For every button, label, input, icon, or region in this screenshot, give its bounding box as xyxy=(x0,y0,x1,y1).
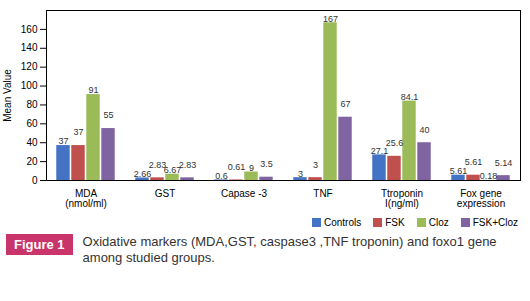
svg-text:20: 20 xyxy=(26,156,38,167)
svg-text:167: 167 xyxy=(323,14,338,24)
svg-text:GST: GST xyxy=(155,188,176,199)
svg-text:3: 3 xyxy=(298,169,303,179)
svg-text:40: 40 xyxy=(26,137,38,148)
svg-text:55: 55 xyxy=(104,110,114,120)
svg-text:Capase -3: Capase -3 xyxy=(221,188,268,199)
html-text:Controls: Controls xyxy=(324,216,362,228)
svg-text:40: 40 xyxy=(420,125,430,135)
svg-text:0: 0 xyxy=(32,175,38,186)
svg-text:2.83: 2.83 xyxy=(179,160,197,170)
svg-text:160: 160 xyxy=(21,24,38,35)
html-text:FSK+Cloz: FSK+Cloz xyxy=(472,216,518,228)
svg-text:37: 37 xyxy=(58,136,68,146)
svg-text:27.1: 27.1 xyxy=(370,145,389,156)
svg-text:TtroponinI(ng/ml): TtroponinI(ng/ml) xyxy=(381,188,423,209)
svg-text:60: 60 xyxy=(26,118,38,129)
svg-text:100: 100 xyxy=(21,80,38,91)
svg-text:0.6: 0.6 xyxy=(215,171,228,181)
svg-text:5.61: 5.61 xyxy=(465,157,483,167)
svg-text:80: 80 xyxy=(26,99,38,110)
svg-text:67: 67 xyxy=(341,99,351,109)
svg-text:TNF: TNF xyxy=(313,188,332,199)
svg-text:91: 91 xyxy=(88,85,98,95)
svg-text:37: 37 xyxy=(73,127,83,137)
svg-text:140: 140 xyxy=(21,42,38,53)
svg-text:Mean Value: Mean Value xyxy=(2,69,13,122)
svg-text:3: 3 xyxy=(313,160,318,170)
svg-text:25.6: 25.6 xyxy=(386,138,404,148)
html-text:FSK: FSK xyxy=(385,216,405,228)
svg-text:6.67: 6.67 xyxy=(163,165,182,176)
svg-text:2.66: 2.66 xyxy=(134,169,152,179)
html-text:Cloz: Cloz xyxy=(428,216,449,228)
svg-text:0.18: 0.18 xyxy=(480,171,498,181)
svg-text:2.83: 2.83 xyxy=(149,160,167,170)
svg-text:120: 120 xyxy=(21,61,38,72)
svg-text:5.14: 5.14 xyxy=(495,158,513,168)
svg-text:Fox geneexpression: Fox geneexpression xyxy=(457,188,505,209)
svg-text:84.1: 84.1 xyxy=(401,92,419,102)
html-text:Oxidative markers (MDA,GST, ca: Oxidative markers (MDA,GST, caspase3 ,TN… xyxy=(82,234,497,265)
svg-text:MDA(nmol/ml): MDA(nmol/ml) xyxy=(65,188,107,209)
svg-text:5.61: 5.61 xyxy=(450,166,468,176)
html-text:Figure 1: Figure 1 xyxy=(14,237,65,252)
svg-text:0.61: 0.61 xyxy=(228,162,246,172)
svg-text:3.5: 3.5 xyxy=(260,159,273,169)
svg-text:9: 9 xyxy=(249,163,254,173)
